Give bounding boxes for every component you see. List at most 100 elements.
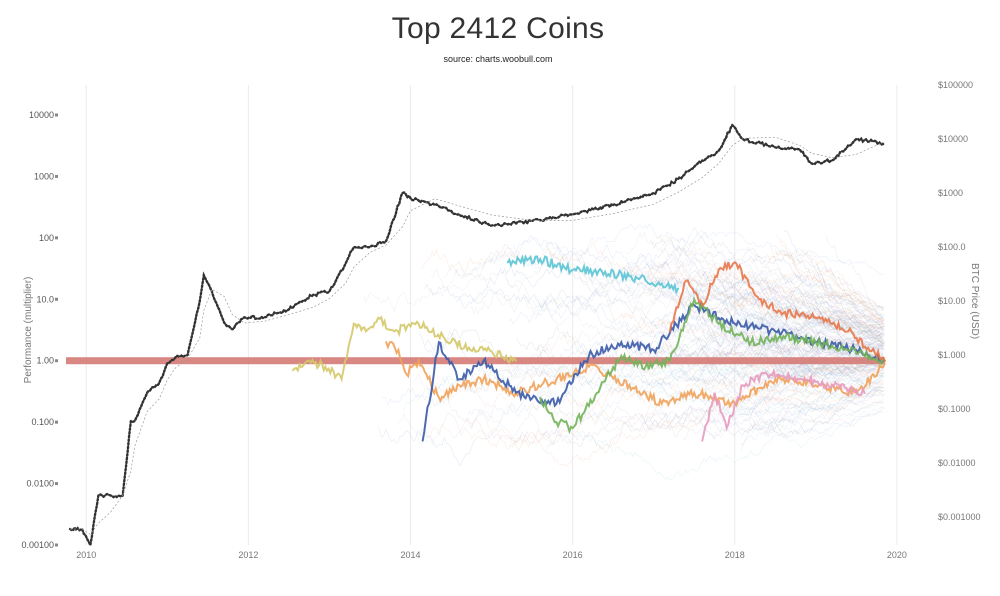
background-coin-line xyxy=(749,347,884,382)
y-left-tick-mark xyxy=(55,236,58,240)
btc-moving-average xyxy=(70,136,885,535)
background-coin-line xyxy=(692,385,884,415)
y-right-tick-label: $0.1000 xyxy=(938,404,971,414)
chart-title: Top 2412 Coins xyxy=(391,12,605,45)
reference-line-1x xyxy=(66,357,885,365)
y-left-tick-label: 1.00 xyxy=(36,356,54,366)
background-coin-line xyxy=(704,354,883,387)
background-coin-line xyxy=(815,295,885,328)
background-coin-line xyxy=(657,258,884,324)
background-coin-line xyxy=(639,393,885,431)
background-coin-line xyxy=(675,227,885,318)
background-coin-line xyxy=(741,353,884,378)
coin-series-5 xyxy=(539,295,886,435)
background-coin-line xyxy=(775,233,884,321)
background-coin-line xyxy=(765,273,884,331)
background-coin-line xyxy=(725,300,884,337)
background-coin-line xyxy=(816,308,884,342)
background-coin-line xyxy=(455,264,884,341)
background-coin-line xyxy=(820,268,884,322)
y-left-axis-label: Performance (multiplier) xyxy=(23,277,34,384)
y-right-tick-label: $10.00 xyxy=(938,296,966,306)
x-tick-label: 2012 xyxy=(238,550,258,560)
y-left-tick-label: 10.0 xyxy=(36,294,54,304)
background-coin-line xyxy=(467,409,884,445)
background-coin-line xyxy=(818,297,884,347)
background-coin-line xyxy=(420,370,884,467)
background-coin-line xyxy=(692,329,884,368)
background-coin-line xyxy=(627,242,884,319)
background-coin-line xyxy=(701,321,885,357)
background-coin-line xyxy=(726,257,884,318)
btc-price-series xyxy=(68,123,886,550)
background-coin-line xyxy=(691,271,885,336)
background-coin-line xyxy=(706,319,884,359)
y-left-tick-label: 10000 xyxy=(29,110,54,120)
y-right-tick-label: $10000 xyxy=(938,134,968,144)
reference-line-layer xyxy=(66,357,885,365)
background-coin-line xyxy=(811,272,885,342)
background-coin-line xyxy=(750,253,885,326)
background-coin-line xyxy=(669,276,885,335)
y-left-tick-mark xyxy=(55,359,58,363)
background-coin-line xyxy=(509,352,884,450)
background-coin-line xyxy=(717,270,884,350)
background-coin-line xyxy=(717,318,884,358)
background-coin-line xyxy=(783,369,885,395)
background-coin-line xyxy=(508,270,885,325)
background-coin-line xyxy=(825,235,884,319)
series-layer xyxy=(68,123,886,550)
background-coin-line xyxy=(722,384,883,426)
y-left-tick-mark xyxy=(55,297,58,301)
y-left-tick-label: 0.00100 xyxy=(21,540,54,550)
background-coin-line xyxy=(701,360,885,416)
background-coin-line xyxy=(708,390,884,431)
coin-series-6 xyxy=(668,260,886,362)
x-tick-label: 2014 xyxy=(401,550,421,560)
y-left-tick-mark xyxy=(55,482,58,486)
background-coin-line xyxy=(729,396,885,439)
y-right-tick-label: $1000 xyxy=(938,188,963,198)
y-right-tick-label: $100000 xyxy=(938,80,973,90)
background-coin-line xyxy=(813,273,885,335)
background-coin-line xyxy=(625,231,884,312)
background-coin-line xyxy=(740,406,885,447)
background-coin-line xyxy=(775,286,885,343)
background-coin-line xyxy=(663,247,885,320)
background-coin-line xyxy=(488,223,885,276)
y-right-tick-label: $0.001000 xyxy=(938,512,981,522)
background-coin-line xyxy=(825,380,885,413)
y-right-tick-label: $100.0 xyxy=(938,242,966,252)
axis-layer: 2010 2012 2014 2016 2018 2020 0.00100 0.0100 0.1… xyxy=(21,80,980,560)
background-coin-line xyxy=(682,386,884,441)
coin-series-1 xyxy=(506,254,679,295)
background-coin-line xyxy=(675,246,885,324)
background-coin-line xyxy=(741,398,884,452)
x-tick-label: 2020 xyxy=(887,550,907,560)
background-coin-line xyxy=(626,250,885,324)
background-coin-line xyxy=(546,244,883,360)
background-coin-line xyxy=(772,346,884,375)
background-coin-line xyxy=(659,315,884,365)
y-right-tick-label: $0.01000 xyxy=(938,458,976,468)
background-coin-line xyxy=(504,250,884,316)
background-coin-line xyxy=(443,262,884,366)
background-coin-line xyxy=(655,234,885,330)
background-coin-line xyxy=(650,235,884,309)
background-coin-line xyxy=(670,318,884,361)
background-coin-line xyxy=(536,296,884,351)
background-coin-line xyxy=(597,333,884,387)
y-left-tick-label: 100 xyxy=(39,233,54,243)
background-coin-line xyxy=(775,249,884,330)
y-left-tick-label: 1000 xyxy=(34,171,54,181)
background-coin-line xyxy=(767,384,884,434)
background-coin-line xyxy=(668,356,884,399)
background-coin-line xyxy=(621,261,884,339)
y-left-tick-label: 0.0100 xyxy=(26,479,54,489)
background-coin-lines xyxy=(363,223,885,481)
y-left-tick-mark xyxy=(55,113,58,117)
background-coin-line xyxy=(465,378,884,452)
background-coin-line xyxy=(628,291,885,335)
background-coin-line xyxy=(437,369,884,429)
